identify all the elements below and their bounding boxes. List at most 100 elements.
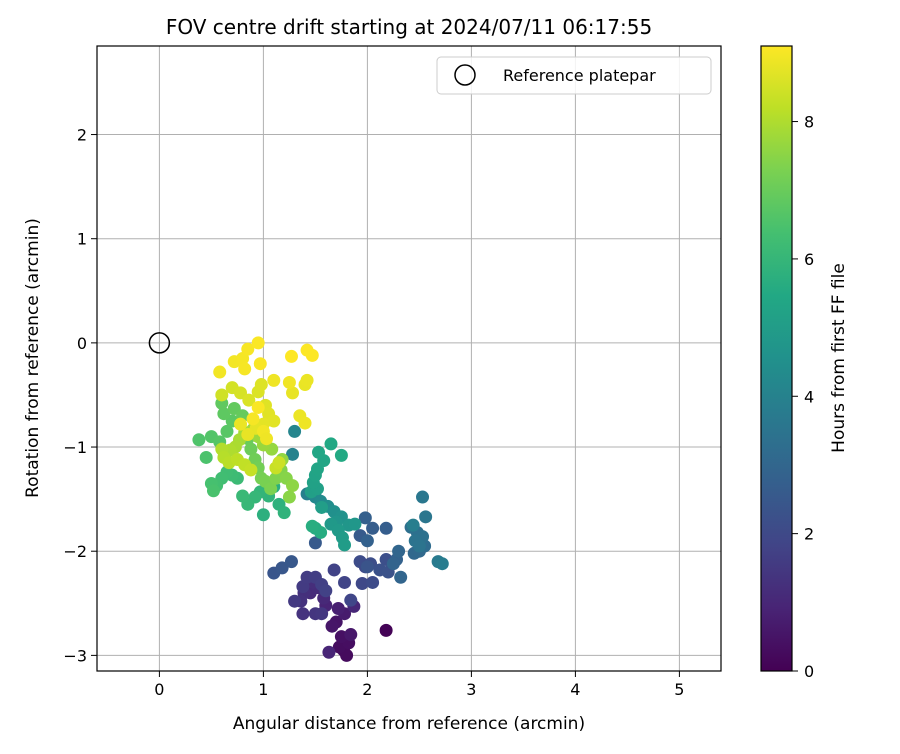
x-tick-label: 2 (362, 680, 372, 699)
data-point (406, 518, 420, 532)
data-point (241, 428, 255, 442)
data-point (322, 645, 336, 659)
data-point (366, 521, 380, 535)
data-point (416, 490, 430, 504)
data-point (331, 602, 345, 615)
x-tick-label: 3 (466, 680, 476, 699)
plot-frame (96, 45, 722, 672)
colorbar-label: Hours from first FF file (829, 263, 849, 453)
reference-platepar-marker (148, 332, 171, 354)
data-point (379, 623, 393, 637)
y-axis-ticks: 2 1 0 −1 −2 −3 (63, 126, 97, 665)
data-point (284, 349, 298, 363)
data-point (338, 575, 352, 589)
data-point (394, 570, 408, 584)
chart-title: FOV centre drift starting at 2024/07/11 … (166, 15, 652, 39)
x-tick-label: 5 (674, 680, 684, 699)
data-point (246, 412, 260, 426)
colorbar-tick-label: 8 (804, 113, 814, 132)
data-point (355, 577, 369, 590)
data-point (264, 482, 278, 496)
data-point (419, 510, 433, 524)
data-point (282, 375, 296, 389)
data-point (275, 561, 289, 575)
data-point (284, 555, 298, 569)
data-point (220, 424, 234, 438)
data-point (327, 563, 341, 577)
data-point (360, 534, 374, 548)
legend-box (436, 56, 712, 95)
colorbar-tick-label: 6 (804, 250, 814, 269)
x-tick-label: 1 (258, 680, 268, 699)
data-point (282, 490, 296, 504)
data-point (286, 447, 300, 461)
legend-entry-label: Reference platepar (503, 66, 656, 85)
data-point (288, 594, 302, 608)
y-tick-label: 2 (77, 126, 87, 145)
y-tick-label: −2 (63, 542, 87, 561)
data-point (277, 506, 291, 520)
legend: Reference platepar (436, 56, 712, 95)
x-tick-label: 4 (570, 680, 580, 699)
data-point (286, 479, 300, 493)
data-point (324, 437, 338, 451)
colorbar-gradient (760, 45, 793, 672)
data-point (238, 362, 252, 376)
legend-open-circle-icon (454, 64, 476, 86)
data-point (344, 628, 358, 642)
data-point (319, 584, 333, 598)
data-point (386, 557, 400, 571)
y-tick-label: 0 (77, 334, 87, 353)
data-point (366, 575, 380, 589)
data-point (379, 521, 393, 535)
data-point (435, 557, 449, 571)
scatter-points (192, 336, 449, 662)
x-axis-label: Angular distance from reference (arcmin) (233, 714, 585, 734)
data-point (217, 407, 231, 421)
data-point (215, 388, 229, 402)
x-tick-label: 0 (154, 680, 164, 699)
colorbar-tick-label: 4 (804, 387, 814, 406)
data-point (338, 538, 352, 552)
data-point (358, 511, 372, 525)
data-point (315, 500, 329, 514)
data-point (260, 432, 274, 446)
data-point (305, 348, 319, 362)
data-point (288, 424, 302, 438)
data-point (312, 445, 326, 459)
data-point (256, 508, 270, 522)
data-point (244, 463, 258, 477)
data-point (315, 607, 329, 621)
data-point (348, 517, 362, 531)
data-point (267, 414, 281, 428)
colorbar-tick-label: 0 (804, 662, 814, 681)
data-point (213, 365, 227, 379)
data-point (305, 519, 319, 533)
data-point (253, 357, 267, 371)
data-point (199, 450, 213, 464)
data-point (251, 336, 265, 350)
y-tick-label: −3 (63, 646, 87, 665)
data-point (254, 378, 268, 392)
data-point (344, 593, 358, 607)
y-tick-label: 1 (77, 230, 87, 249)
data-point (272, 456, 286, 470)
data-point (392, 544, 406, 558)
data-point (251, 400, 265, 414)
data-point (241, 342, 255, 356)
data-point (206, 484, 220, 498)
data-point (360, 560, 374, 574)
grid-lines (97, 46, 721, 671)
data-point (286, 386, 300, 400)
data-point (236, 489, 250, 503)
data-point (298, 416, 312, 430)
data-point (296, 607, 310, 621)
data-point (244, 442, 258, 456)
x-axis-ticks: 0 1 2 3 4 5 (154, 671, 684, 699)
data-point (300, 373, 314, 387)
data-point (334, 448, 348, 462)
y-axis-label: Rotation from reference (arcmin) (23, 218, 43, 498)
data-point (308, 536, 322, 550)
